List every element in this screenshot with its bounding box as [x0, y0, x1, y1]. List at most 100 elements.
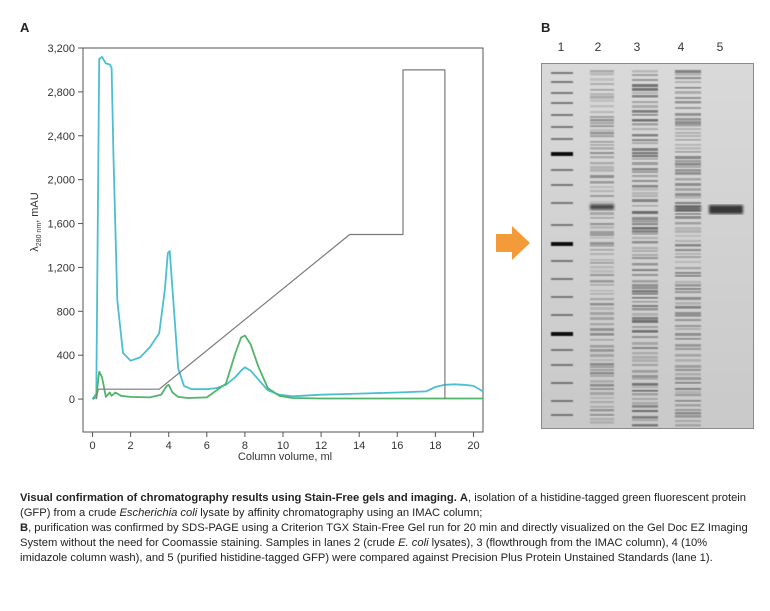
protein-band — [675, 196, 701, 199]
protein-band — [675, 135, 701, 138]
protein-band — [590, 129, 614, 133]
protein-band — [632, 297, 658, 299]
protein-band — [590, 409, 614, 412]
protein-band — [632, 192, 658, 195]
protein-band — [632, 336, 658, 339]
protein-band — [590, 339, 614, 341]
protein-band — [632, 378, 658, 380]
protein-band — [590, 141, 614, 143]
protein-band — [590, 274, 614, 277]
protein-band — [590, 73, 614, 76]
gfp-band-lane-2 — [590, 204, 614, 210]
protein-band — [675, 261, 701, 263]
x-tick-label: 8 — [242, 440, 248, 452]
protein-band — [675, 77, 701, 80]
protein-band — [590, 212, 614, 215]
protein-band — [632, 320, 658, 323]
protein-band — [632, 293, 658, 295]
protein-band — [675, 216, 701, 219]
protein-band — [632, 257, 658, 260]
protein-band — [675, 354, 701, 357]
protein-band — [632, 142, 658, 145]
protein-band — [675, 281, 701, 284]
x-tick-label: 14 — [353, 440, 365, 452]
x-tick-label: 12 — [315, 440, 327, 452]
protein-band — [590, 266, 614, 269]
protein-band — [590, 105, 614, 108]
protein-band — [590, 333, 614, 336]
protein-band — [675, 213, 701, 215]
protein-band — [632, 84, 658, 88]
protein-band — [675, 415, 701, 418]
x-tick-label: 16 — [391, 440, 403, 452]
protein-band — [675, 178, 701, 181]
protein-band — [632, 88, 658, 91]
protein-band — [675, 183, 701, 187]
protein-band — [675, 70, 701, 74]
protein-band — [632, 74, 658, 76]
protein-band — [632, 419, 658, 422]
protein-band — [590, 152, 614, 155]
protein-band — [675, 272, 701, 274]
protein-band — [675, 132, 701, 134]
protein-band — [632, 402, 658, 405]
protein-band — [675, 227, 701, 230]
protein-band — [632, 326, 658, 329]
protein-band — [590, 317, 614, 321]
protein-band — [675, 172, 701, 175]
imidazole-gradient-gray — [95, 69, 446, 400]
protein-band — [590, 384, 614, 387]
protein-band — [590, 303, 614, 306]
protein-band — [632, 308, 658, 311]
x-tick-label: 0 — [89, 440, 95, 452]
protein-band — [632, 79, 658, 81]
protein-band — [632, 217, 658, 221]
caption-italic-a: Escherichia coli — [119, 507, 198, 519]
ladder-band — [551, 184, 573, 186]
protein-band — [675, 222, 701, 225]
protein-band — [590, 312, 614, 316]
caption-text-a2: lysate by affinity chromatography using … — [197, 507, 483, 519]
protein-band — [632, 185, 658, 188]
y-tick-label: 2,000 — [47, 175, 75, 187]
protein-band — [632, 305, 658, 308]
protein-band — [632, 269, 658, 272]
x-axis-title: Column volume, ml — [238, 451, 332, 463]
protein-band — [590, 354, 614, 358]
protein-band — [632, 410, 658, 413]
plot-frame — [82, 47, 484, 433]
protein-band — [590, 366, 614, 368]
protein-band — [590, 421, 614, 424]
protein-band — [675, 147, 701, 150]
protein-band — [590, 111, 614, 114]
protein-band — [675, 97, 701, 99]
lane-label-2: 2 — [594, 40, 602, 54]
ladder-band — [551, 169, 573, 171]
lane-label-3: 3 — [633, 40, 641, 54]
protein-band — [675, 113, 701, 116]
protein-band — [632, 364, 658, 366]
caption-label-b: B — [20, 522, 29, 534]
protein-band — [590, 397, 614, 399]
protein-band — [632, 171, 658, 173]
panel-b-label: B — [541, 20, 551, 35]
protein-band — [675, 382, 701, 384]
protein-band — [590, 262, 614, 264]
protein-band — [590, 298, 614, 301]
protein-band — [632, 274, 658, 277]
gfp-band-lane-4 — [675, 206, 701, 211]
protein-band — [590, 125, 614, 128]
protein-band — [590, 166, 614, 169]
protein-band — [632, 155, 658, 158]
protein-band — [675, 249, 701, 252]
ladder-band — [551, 332, 573, 336]
protein-band — [675, 328, 701, 331]
ladder-band — [551, 102, 573, 104]
protein-band — [632, 139, 658, 142]
right-arrow-icon — [496, 226, 530, 260]
protein-band — [675, 291, 701, 294]
panel-a-label: A — [20, 20, 30, 35]
protein-band — [590, 190, 614, 193]
caption-text-b2: lysates), 3 (flowthrough from the IMAC c… — [20, 537, 713, 564]
protein-band — [632, 356, 658, 359]
